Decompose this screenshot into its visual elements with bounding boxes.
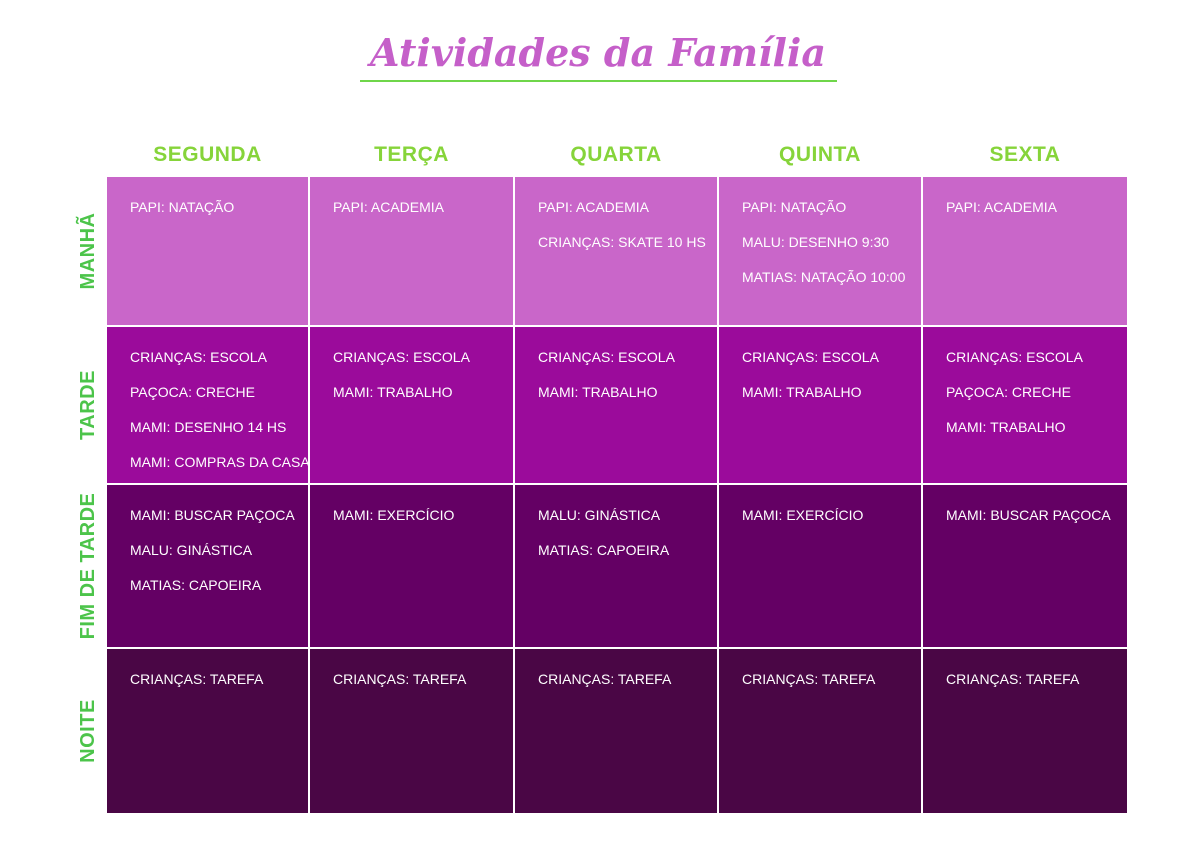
cell-item: CRIANÇAS: ESCOLA — [946, 349, 1084, 365]
cell-item: PAPI: NATAÇÃO — [130, 199, 234, 215]
cell-item: PAPI: ACADEMIA — [538, 199, 650, 215]
row-label: TARDE — [77, 370, 99, 440]
cell-item: PAPI: ACADEMIA — [946, 199, 1058, 215]
cell-item: CRIANÇAS: TAREFA — [946, 671, 1080, 687]
cell-item: MAMI: TRABALHO — [946, 419, 1066, 435]
cell — [308, 483, 515, 649]
cell — [105, 325, 310, 485]
cell-item: MALU: GINÁSTICA — [130, 542, 253, 558]
cell-item: PAPI: NATAÇÃO — [742, 199, 846, 215]
day-header: TERÇA — [374, 143, 449, 166]
cell — [513, 483, 719, 649]
day-header: SEGUNDA — [153, 143, 262, 166]
cell — [717, 647, 923, 815]
cell-item: MAMI: COMPRAS DA CASA — [130, 454, 310, 470]
cell — [513, 647, 719, 815]
cell-item: MAMI: EXERCÍCIO — [333, 507, 454, 523]
cell — [717, 325, 923, 485]
cell — [921, 175, 1129, 327]
cell — [921, 647, 1129, 815]
cell-item: CRIANÇAS: SKATE 10 HS — [538, 234, 706, 250]
cell-item: MAMI: TRABALHO — [742, 384, 862, 400]
cell-item: PAÇOCA: CRECHE — [946, 384, 1071, 400]
cell-item: MATIAS: CAPOEIRA — [130, 577, 262, 593]
cell — [513, 325, 719, 485]
cell — [308, 175, 515, 327]
cell-item: MALU: GINÁSTICA — [538, 507, 661, 523]
cell — [308, 647, 515, 815]
cell-item: MATIAS: CAPOEIRA — [538, 542, 670, 558]
row-label: NOITE — [77, 699, 99, 763]
cell — [921, 325, 1129, 485]
cell-item: MAMI: BUSCAR PAÇOCA — [130, 507, 295, 523]
cell-item: CRIANÇAS: TAREFA — [538, 671, 672, 687]
cell-item: MAMI: TRABALHO — [538, 384, 658, 400]
title: Atividades da Família — [367, 30, 826, 75]
day-header: QUINTA — [779, 143, 861, 166]
cell-item: CRIANÇAS: TAREFA — [742, 671, 876, 687]
cell-item: CRIANÇAS: ESCOLA — [333, 349, 471, 365]
cell-item: PAPI: ACADEMIA — [333, 199, 445, 215]
cell — [105, 647, 310, 815]
cell-item: MAMI: DESENHO 14 HS — [130, 419, 286, 435]
cell-item: CRIANÇAS: TAREFA — [333, 671, 467, 687]
cell-item: MAMI: TRABALHO — [333, 384, 453, 400]
row-label: FIM DE TARDE — [77, 493, 99, 640]
day-header: SEXTA — [990, 143, 1061, 166]
cell-item: CRIANÇAS: ESCOLA — [742, 349, 880, 365]
cell-item: PAÇOCA: CRECHE — [130, 384, 255, 400]
cell-item: MATIAS: NATAÇÃO 10:00 — [742, 269, 906, 285]
cell-item: CRIANÇAS: ESCOLA — [130, 349, 268, 365]
cell — [105, 483, 310, 649]
cell-item: CRIANÇAS: TAREFA — [130, 671, 264, 687]
cell — [921, 483, 1129, 649]
cell-item: CRIANÇAS: ESCOLA — [538, 349, 676, 365]
cell-item: MALU: DESENHO 9:30 — [742, 234, 889, 250]
cell — [717, 483, 923, 649]
cell-item: MAMI: EXERCÍCIO — [742, 507, 863, 523]
day-header: QUARTA — [570, 143, 661, 166]
row-label: MANHÃ — [76, 213, 99, 290]
cell-item: MAMI: BUSCAR PAÇOCA — [946, 507, 1111, 523]
